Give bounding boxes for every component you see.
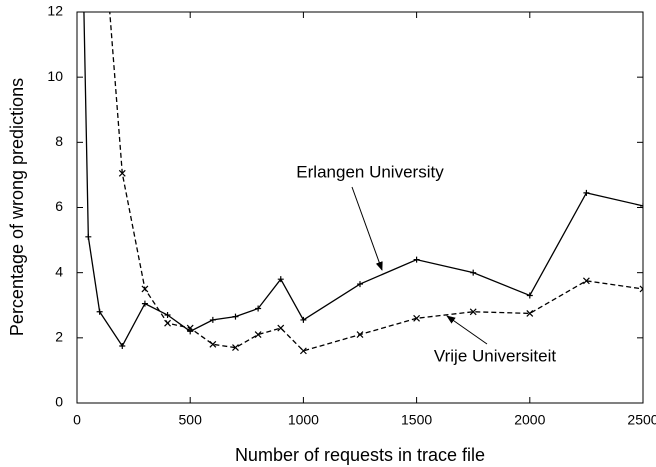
y-tick-label: 6 xyxy=(55,198,63,214)
data-point xyxy=(254,331,262,338)
data-point xyxy=(141,300,148,307)
annotation: Vrije Universiteit xyxy=(434,346,556,365)
x-tick-label: 0 xyxy=(73,412,81,428)
data-point xyxy=(232,313,239,320)
data-point xyxy=(469,308,477,316)
data-point xyxy=(209,340,217,348)
x-tick-label: 1000 xyxy=(288,412,319,428)
data-point xyxy=(357,281,363,288)
y-axis-title: Percentage of wrong predictions xyxy=(7,78,27,336)
data-point xyxy=(300,316,307,323)
y-tick-label: 10 xyxy=(47,68,63,84)
data-point xyxy=(85,233,92,240)
data-point xyxy=(255,305,262,312)
data-point xyxy=(118,169,126,177)
data-point xyxy=(526,309,534,317)
data-point xyxy=(209,316,216,323)
y-tick-label: 0 xyxy=(55,394,63,410)
plot-area xyxy=(83,12,643,355)
data-point xyxy=(583,189,590,196)
series-line xyxy=(83,12,643,348)
y-tick-label: 8 xyxy=(55,133,63,149)
data-point xyxy=(164,312,171,319)
x-tick-label: 1500 xyxy=(401,412,432,428)
data-point xyxy=(413,256,420,263)
annotation-arrow xyxy=(351,186,383,271)
annotation-arrow xyxy=(446,315,488,345)
data-point xyxy=(640,202,643,209)
annotation: Erlangen University xyxy=(296,162,444,181)
data-point xyxy=(639,285,643,293)
data-point xyxy=(187,328,194,335)
x-tick-label: 2000 xyxy=(514,412,545,428)
data-point xyxy=(356,331,364,338)
x-axis-title: Number of requests in trace file xyxy=(235,445,485,465)
data-point xyxy=(470,269,477,276)
data-point xyxy=(299,347,307,355)
x-tick-label: 500 xyxy=(179,412,203,428)
data-point xyxy=(186,324,194,332)
y-tick-label: 4 xyxy=(55,263,63,279)
data-point xyxy=(413,314,421,322)
data-point xyxy=(96,308,103,315)
data-point xyxy=(141,285,149,293)
x-tick-label: 2500 xyxy=(627,412,656,428)
plot-frame xyxy=(76,11,644,404)
data-point xyxy=(582,277,590,285)
data-point xyxy=(277,324,285,332)
data-point xyxy=(232,344,239,352)
data-point xyxy=(164,319,171,327)
y-tick-label: 12 xyxy=(47,3,63,19)
series-line xyxy=(109,12,643,352)
y-tick-label: 2 xyxy=(55,329,63,345)
data-point xyxy=(277,276,284,283)
data-point xyxy=(526,292,533,299)
data-point xyxy=(119,342,126,349)
